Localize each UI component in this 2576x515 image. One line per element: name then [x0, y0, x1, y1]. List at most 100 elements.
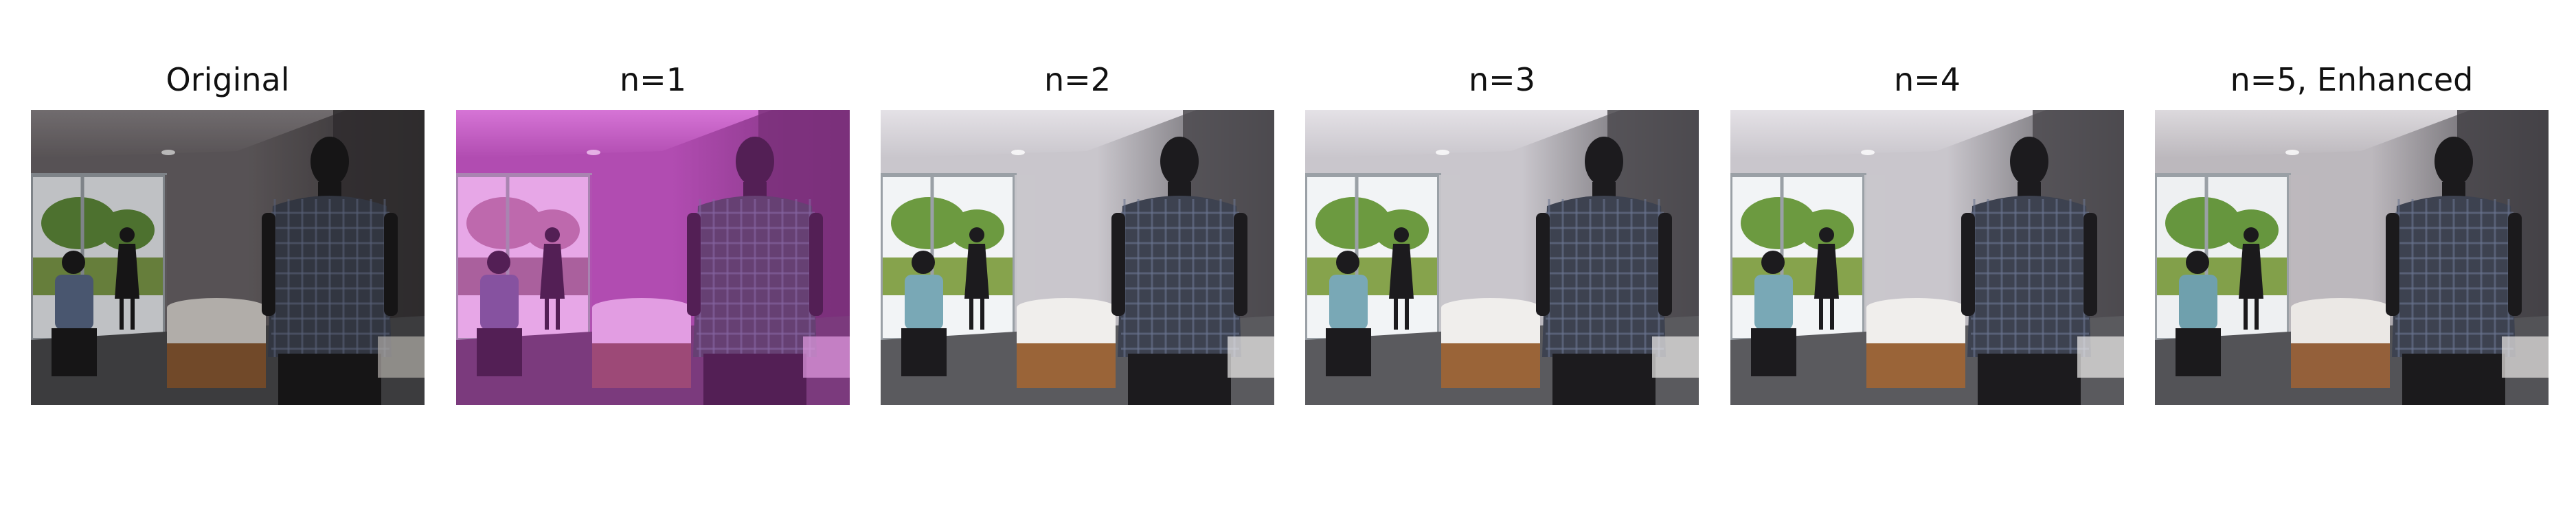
- man-trousers: [1978, 354, 2081, 405]
- lawn: [456, 258, 590, 295]
- table-skirt: [592, 343, 691, 388]
- standing-woman-leg: [2255, 299, 2259, 330]
- tablecloth: [1017, 308, 1116, 345]
- photo: [31, 110, 425, 405]
- man-head: [2434, 137, 2473, 186]
- man-head: [1585, 137, 1623, 186]
- man-neck: [2018, 182, 2041, 197]
- seated-person-head: [1761, 251, 1785, 274]
- table-skirt: [1017, 343, 1116, 388]
- man-head: [736, 137, 774, 186]
- tablecloth: [167, 308, 266, 345]
- man-head: [2010, 137, 2048, 186]
- man-arm: [1961, 213, 1975, 316]
- table-skirt: [167, 343, 266, 388]
- seated-person-legs: [477, 328, 522, 376]
- standing-woman-leg: [556, 299, 560, 330]
- seated-person-shirt: [55, 275, 93, 330]
- standing-woman-head: [545, 227, 560, 242]
- seated-person-shirt: [905, 275, 943, 330]
- seated-person-shirt: [1329, 275, 1368, 330]
- tablecloth: [2291, 308, 2390, 345]
- seated-person-head: [912, 251, 935, 274]
- tablecloth: [1441, 308, 1540, 345]
- standing-woman-leg: [969, 299, 973, 330]
- tree: [891, 197, 967, 249]
- tree: [2165, 197, 2241, 249]
- panel-n5-enhanced: n=5, Enhanced: [2155, 0, 2549, 515]
- man-arm: [384, 213, 398, 316]
- man-trousers: [2402, 354, 2505, 405]
- bed-edge: [378, 336, 425, 378]
- standing-woman-dress: [1389, 244, 1414, 299]
- standing-woman-leg: [2244, 299, 2248, 330]
- ceiling-light: [2285, 150, 2299, 155]
- man-arm: [1111, 213, 1125, 316]
- man-arm: [809, 213, 823, 316]
- tree: [41, 197, 117, 249]
- standing-woman-dress: [964, 244, 989, 299]
- lawn: [31, 258, 165, 295]
- standing-woman-head: [2244, 227, 2259, 242]
- man-arm: [1536, 213, 1550, 316]
- standing-woman-leg: [545, 299, 549, 330]
- tree: [1315, 197, 1391, 249]
- man-arm: [1234, 213, 1247, 316]
- standing-woman-leg: [1819, 299, 1823, 330]
- standing-woman-leg: [980, 299, 984, 330]
- man-arm: [1658, 213, 1672, 316]
- man-trousers: [278, 354, 381, 405]
- lawn: [881, 258, 1015, 295]
- man-neck: [743, 182, 767, 197]
- seated-person-legs: [901, 328, 947, 376]
- ceiling-light: [587, 150, 600, 155]
- standing-woman-dress: [540, 244, 565, 299]
- standing-woman-dress: [1814, 244, 1839, 299]
- panel-n1: n=1: [456, 0, 850, 515]
- man-arm: [2386, 213, 2399, 316]
- photo: [881, 110, 1274, 405]
- panel-title: n=5, Enhanced: [2230, 61, 2474, 98]
- man-neck: [1168, 182, 1191, 197]
- ceiling: [31, 110, 425, 158]
- standing-woman-dress: [2239, 244, 2263, 299]
- underexposure: [31, 110, 425, 405]
- seated-person-head: [487, 251, 510, 274]
- standing-woman-head: [120, 227, 135, 242]
- lawn: [1305, 258, 1439, 295]
- panel-n3: n=3: [1305, 0, 1699, 515]
- bed-edge: [1228, 336, 1274, 378]
- seated-person-shirt: [480, 275, 519, 330]
- man-neck: [1592, 182, 1616, 197]
- standing-woman-head: [1394, 227, 1409, 242]
- man-head: [1160, 137, 1199, 186]
- bed-edge: [803, 336, 850, 378]
- man-arm: [2083, 213, 2097, 316]
- panel-title: n=1: [620, 61, 686, 98]
- standing-woman-leg: [131, 299, 135, 330]
- ceiling-light: [1011, 150, 1025, 155]
- seated-person-legs: [1326, 328, 1371, 376]
- standing-woman-leg: [1394, 299, 1398, 330]
- man-neck: [2442, 182, 2465, 197]
- photo: [1305, 110, 1699, 405]
- man-trousers: [1128, 354, 1231, 405]
- bed-edge: [2077, 336, 2124, 378]
- ceiling: [1305, 110, 1699, 158]
- seated-person-head: [1336, 251, 1359, 274]
- man-head: [310, 137, 349, 186]
- bed-edge: [2502, 336, 2549, 378]
- panel-n2: n=2: [881, 0, 1274, 515]
- man-arm: [687, 213, 701, 316]
- lawn: [2155, 258, 2289, 295]
- man-trousers: [703, 354, 806, 405]
- panel-title: n=2: [1044, 61, 1111, 98]
- seated-person-head: [2186, 251, 2209, 274]
- lawn: [1730, 258, 1864, 295]
- standing-woman-leg: [1405, 299, 1409, 330]
- standing-woman-leg: [120, 299, 124, 330]
- panel-title: n=3: [1469, 61, 1535, 98]
- photo: [456, 110, 850, 405]
- seated-person-legs: [1751, 328, 1796, 376]
- seated-person-legs: [2176, 328, 2221, 376]
